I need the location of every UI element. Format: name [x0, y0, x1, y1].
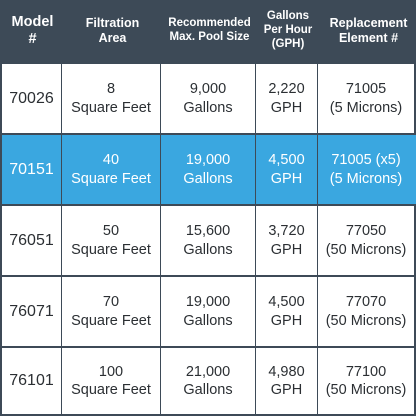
cell-model: 70026: [9, 89, 54, 107]
cell-filtration-area: 50 Square Feet: [61, 206, 160, 275]
cell-gph: 2,220 GPH: [255, 64, 317, 133]
cell-replacement-element: 77070 (50 Microns): [317, 277, 414, 346]
header-model: Model #: [11, 13, 54, 47]
header-gph: Gallons Per Hour (GPH): [263, 10, 313, 50]
header-max-pool-size: Recommended Max. Pool Size: [168, 17, 251, 43]
header-filtration-area: Filtration Area: [85, 16, 140, 45]
table-row: 70151 40 Square Feet 19,000 Gallons 4,50…: [2, 133, 416, 204]
cell-model: 70151: [9, 160, 54, 178]
cell-gph: 3,720 GPH: [255, 206, 317, 275]
cell-replacement-element: 71005 (5 Microns): [317, 64, 414, 133]
cell-model: 76071: [9, 302, 54, 320]
cell-gph: 4,500 GPH: [255, 277, 317, 346]
cell-pool-size: 19,000 Gallons: [160, 135, 255, 204]
table-row: 76101 100 Square Feet 21,000 Gallons 4,9…: [2, 346, 416, 414]
cell-filtration-area: 100 Square Feet: [61, 348, 160, 414]
cell-pool-size: 21,000 Gallons: [160, 348, 255, 414]
cell-replacement-element: 77100 (50 Microns): [317, 348, 414, 414]
table-header-row: Model # Filtration Area Recommended Max.…: [2, 0, 416, 62]
cell-gph: 4,980 GPH: [255, 348, 317, 414]
table-row: 76051 50 Square Feet 15,600 Gallons 3,72…: [2, 204, 416, 275]
cell-filtration-area: 8 Square Feet: [61, 64, 160, 133]
cell-model: 76101: [9, 372, 54, 389]
cell-replacement-element: 71005 (x5) (5 Microns): [317, 135, 414, 204]
cell-replacement-element: 77050 (50 Microns): [317, 206, 414, 275]
table-row: 76071 70 Square Feet 19,000 Gallons 4,50…: [2, 275, 416, 346]
cell-filtration-area: 40 Square Feet: [61, 135, 160, 204]
cell-pool-size: 15,600 Gallons: [160, 206, 255, 275]
cell-gph: 4,500 GPH: [255, 135, 317, 204]
cell-model: 76051: [9, 231, 54, 249]
cell-pool-size: 19,000 Gallons: [160, 277, 255, 346]
table-row: 70026 8 Square Feet 9,000 Gallons 2,220 …: [2, 62, 416, 133]
cell-pool-size: 9,000 Gallons: [160, 64, 255, 133]
cell-filtration-area: 70 Square Feet: [61, 277, 160, 346]
header-replacement-element: Replacement Element #: [329, 16, 408, 45]
